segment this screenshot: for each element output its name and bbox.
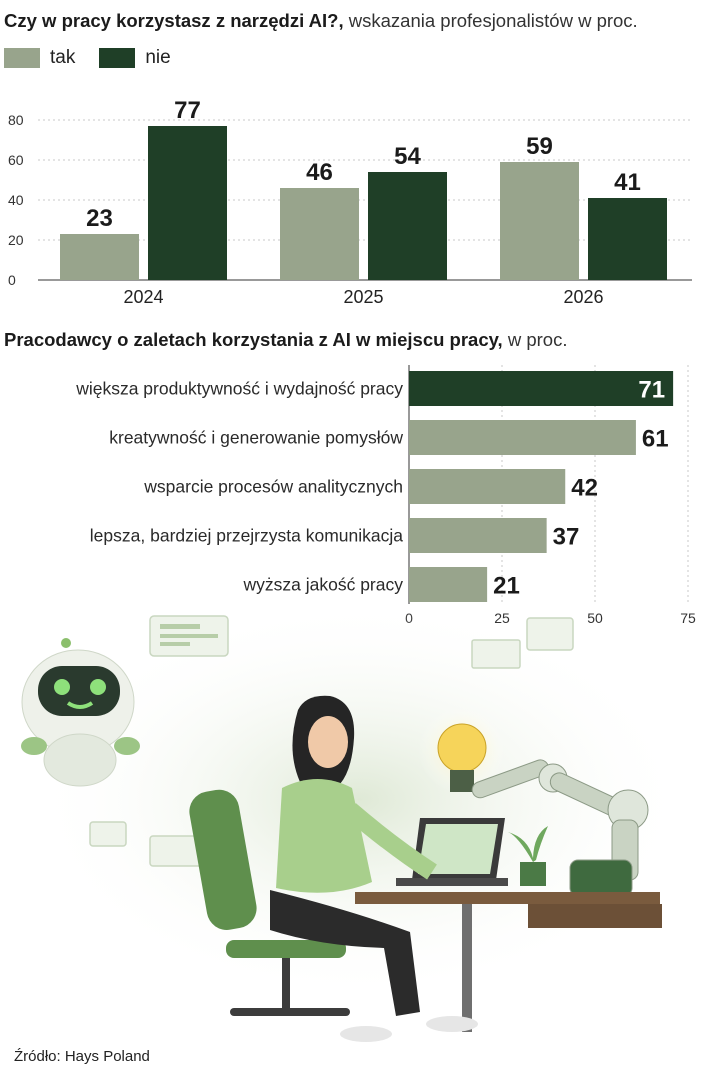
legend-swatch-tak <box>4 48 40 68</box>
y-tick-label: 0 <box>8 272 16 288</box>
category-label: wsparcie procesów analitycznych <box>143 477 403 497</box>
category-label: wyższa jakość pracy <box>243 575 404 595</box>
chart2-horizontal-bar-chart: 0255075większa produktywność i wydajność… <box>75 365 696 626</box>
chart2-title-rest: w proc. <box>502 329 568 350</box>
bar-value-label: 77 <box>174 97 201 124</box>
hbar-3 <box>409 469 566 504</box>
category-label: kreatywność i generowanie pomysłów <box>109 428 403 448</box>
worker-person-icon <box>270 695 478 1042</box>
lightbulb-icon <box>418 706 506 794</box>
x-tick-label-2025: 2025 <box>343 287 383 307</box>
bar-tak-2025 <box>280 188 359 280</box>
envelope-icon <box>471 639 521 669</box>
x-tick-label: 75 <box>680 610 696 626</box>
bar-value-label: 41 <box>614 169 641 196</box>
source-note: Źródło: Hays Poland <box>14 1048 150 1065</box>
bar-value-label: 23 <box>86 205 113 232</box>
plant-icon <box>508 826 548 886</box>
desk-icon <box>355 892 662 1032</box>
bar-nie-2026 <box>588 198 667 280</box>
office-chair-icon <box>189 789 350 1016</box>
hbar-value-label: 61 <box>642 426 669 453</box>
legend-label-nie: nie <box>145 47 171 68</box>
chart2-title: Pracodawcy o zaletach korzystania z AI w… <box>4 329 567 351</box>
bar-tak-2026 <box>500 162 579 280</box>
hbar-4 <box>409 518 547 553</box>
bar-value-label: 46 <box>306 159 333 186</box>
legend-swatch-nie <box>99 48 136 68</box>
chart2-title-bold: Pracodawcy o zaletach korzystania z AI w… <box>4 329 503 350</box>
y-tick-label: 60 <box>8 152 24 168</box>
chart1-title: Czy w pracy korzystasz z narzędzi AI?, w… <box>4 10 638 32</box>
x-tick-label: 50 <box>587 610 603 626</box>
hbar-value-label: 42 <box>571 475 598 502</box>
office-ai-illustration <box>21 610 690 1042</box>
hbar-1 <box>409 371 674 406</box>
chart1-vertical-bar-chart: 0 20 40 60 80 23 77 2024 46 54 2025 59 41 2026 <box>8 97 692 307</box>
bar-nie-2024 <box>148 126 227 280</box>
y-tick-label: 40 <box>8 192 24 208</box>
hbar-value-label: 37 <box>553 524 580 551</box>
hbar-5 <box>409 567 488 602</box>
chart1-title-rest: wskazania profesjonalistów w proc. <box>343 10 638 31</box>
y-tick-label: 20 <box>8 232 24 248</box>
chart1-title-bold: Czy w pracy korzystasz z narzędzi AI?, <box>4 10 344 31</box>
category-label: lepsza, bardziej przejrzysta komunikacja <box>90 526 403 546</box>
y-tick-label: 80 <box>8 112 24 128</box>
hbar-value-label: 21 <box>493 573 520 600</box>
hbar-2 <box>409 420 636 455</box>
robotic-arm-icon <box>471 759 649 897</box>
bar-value-label: 54 <box>394 143 421 170</box>
chart1-legend: tak nie <box>4 46 195 70</box>
category-label: większa produktywność i wydajność pracy <box>75 379 403 399</box>
hbar-value-label: 71 <box>638 377 665 404</box>
legend-label-tak: tak <box>50 47 76 68</box>
x-tick-label-2026: 2026 <box>563 287 603 307</box>
bar-value-label: 59 <box>526 133 553 160</box>
robot-icon <box>21 638 140 787</box>
x-tick-label-2024: 2024 <box>123 287 163 307</box>
bar-tak-2024 <box>60 234 139 280</box>
bar-nie-2025 <box>368 172 447 280</box>
